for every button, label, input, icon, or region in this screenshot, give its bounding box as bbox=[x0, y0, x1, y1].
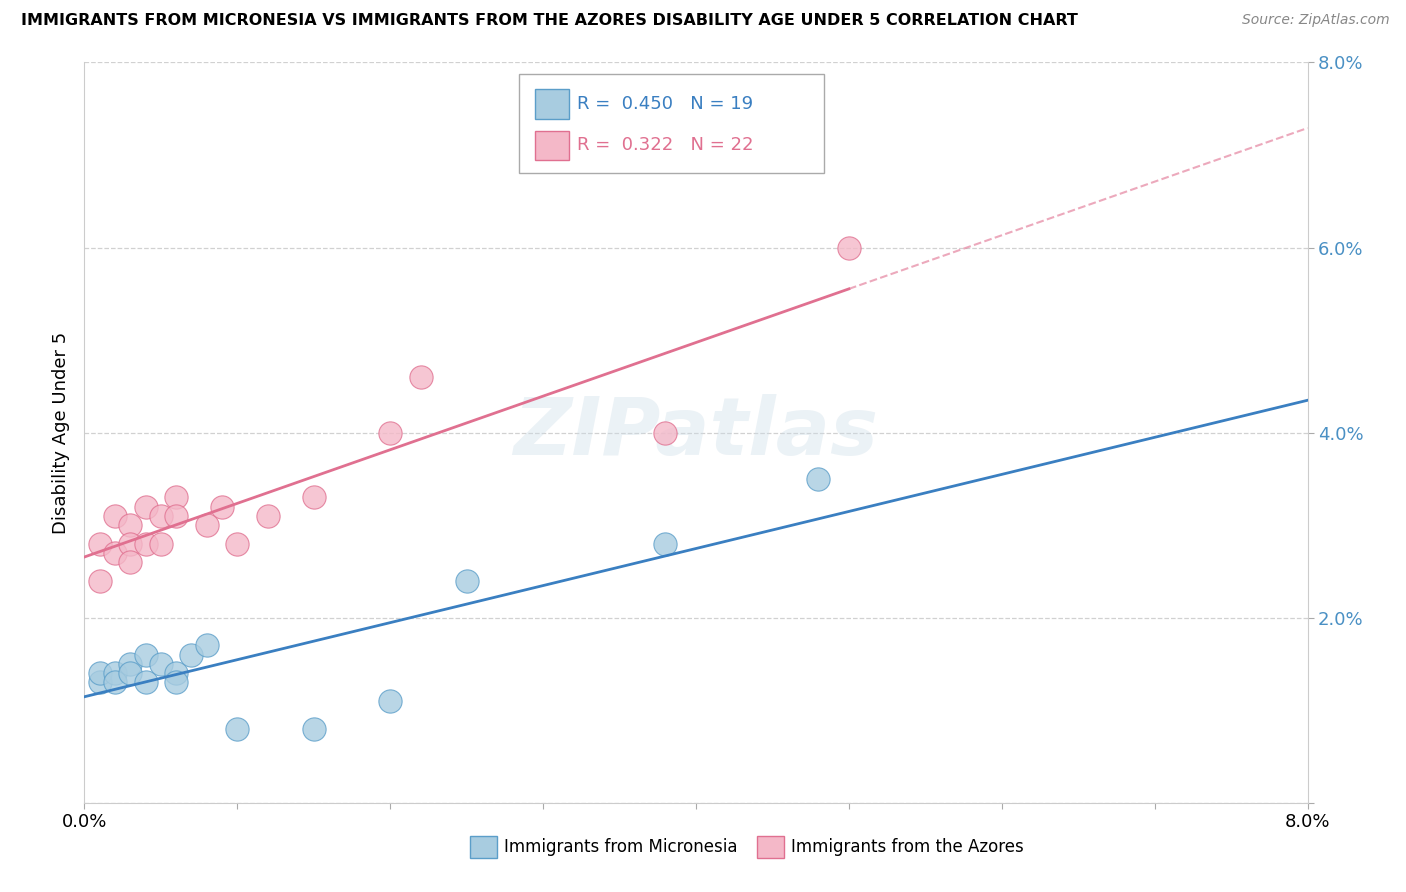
Point bbox=[120, 536, 142, 550]
FancyBboxPatch shape bbox=[534, 89, 569, 119]
Point bbox=[149, 536, 172, 550]
Text: Immigrants from the Azores: Immigrants from the Azores bbox=[792, 838, 1024, 856]
Point bbox=[165, 666, 187, 681]
Text: R =  0.322   N = 22: R = 0.322 N = 22 bbox=[578, 136, 754, 154]
Point bbox=[89, 675, 111, 690]
Point bbox=[195, 518, 218, 533]
Bar bbox=[758, 836, 785, 858]
Point bbox=[654, 425, 676, 440]
Text: IMMIGRANTS FROM MICRONESIA VS IMMIGRANTS FROM THE AZORES DISABILITY AGE UNDER 5 : IMMIGRANTS FROM MICRONESIA VS IMMIGRANTS… bbox=[21, 13, 1078, 29]
Point bbox=[807, 472, 830, 486]
Point bbox=[180, 648, 202, 662]
Point bbox=[120, 518, 142, 533]
Point bbox=[165, 508, 187, 523]
Point bbox=[135, 675, 157, 690]
Point bbox=[226, 536, 249, 550]
Point bbox=[135, 648, 157, 662]
Point bbox=[380, 694, 402, 708]
Point bbox=[226, 722, 249, 736]
Point bbox=[120, 657, 142, 671]
Point bbox=[120, 555, 142, 569]
Point bbox=[380, 425, 402, 440]
Text: ZIPatlas: ZIPatlas bbox=[513, 393, 879, 472]
Point bbox=[302, 491, 325, 505]
Point bbox=[89, 666, 111, 681]
Point bbox=[211, 500, 233, 514]
Point bbox=[257, 508, 280, 523]
Point bbox=[838, 240, 860, 255]
Point bbox=[456, 574, 478, 588]
FancyBboxPatch shape bbox=[519, 73, 824, 173]
Point bbox=[654, 536, 676, 550]
Text: R =  0.450   N = 19: R = 0.450 N = 19 bbox=[578, 95, 754, 113]
Point bbox=[302, 722, 325, 736]
Point bbox=[104, 508, 127, 523]
FancyBboxPatch shape bbox=[534, 130, 569, 161]
Point bbox=[165, 491, 187, 505]
Point bbox=[104, 666, 127, 681]
Point bbox=[149, 657, 172, 671]
Y-axis label: Disability Age Under 5: Disability Age Under 5 bbox=[52, 332, 70, 533]
Bar bbox=[470, 836, 496, 858]
Point bbox=[120, 666, 142, 681]
Point bbox=[149, 508, 172, 523]
Point bbox=[89, 574, 111, 588]
Point bbox=[165, 675, 187, 690]
Point bbox=[104, 675, 127, 690]
Point bbox=[104, 546, 127, 560]
Point bbox=[135, 500, 157, 514]
Text: Source: ZipAtlas.com: Source: ZipAtlas.com bbox=[1241, 13, 1389, 28]
Text: Immigrants from Micronesia: Immigrants from Micronesia bbox=[503, 838, 737, 856]
Point bbox=[135, 536, 157, 550]
Point bbox=[89, 536, 111, 550]
Point bbox=[409, 370, 432, 384]
Point bbox=[195, 639, 218, 653]
